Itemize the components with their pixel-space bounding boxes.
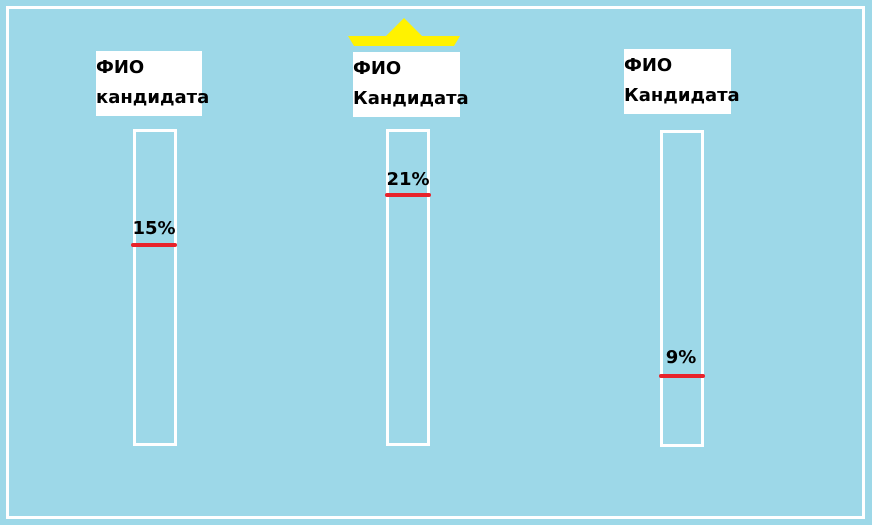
candidate-1-name: ФИО кандидата <box>96 51 210 116</box>
candidate-1-name-line2: кандидата <box>96 87 210 108</box>
candidate-3-bar <box>660 130 704 447</box>
candidate-2-percent: 21% <box>386 169 430 190</box>
candidate-3-marker <box>659 374 705 378</box>
candidate-1-marker <box>131 243 177 247</box>
candidate-2-marker <box>385 193 431 197</box>
candidate-2-name: ФИО Кандидата <box>353 52 469 117</box>
candidate-2-bar <box>386 129 430 446</box>
candidate-1-percent: 15% <box>132 218 176 239</box>
candidate-3-name-line2: Кандидата <box>624 85 740 106</box>
candidate-1-name-line1: ФИО <box>96 57 145 78</box>
candidate-3-name-line1: ФИО <box>624 55 673 76</box>
candidate-2-name-line1: ФИО <box>353 58 402 79</box>
candidate-3-name: ФИО Кандидата <box>624 49 740 114</box>
candidate-1-bar <box>133 129 177 446</box>
candidate-2-name-line2: Кандидата <box>353 88 469 109</box>
crown-icon <box>348 18 460 46</box>
outer-frame <box>6 6 865 519</box>
candidate-3-percent: 9% <box>665 347 697 368</box>
